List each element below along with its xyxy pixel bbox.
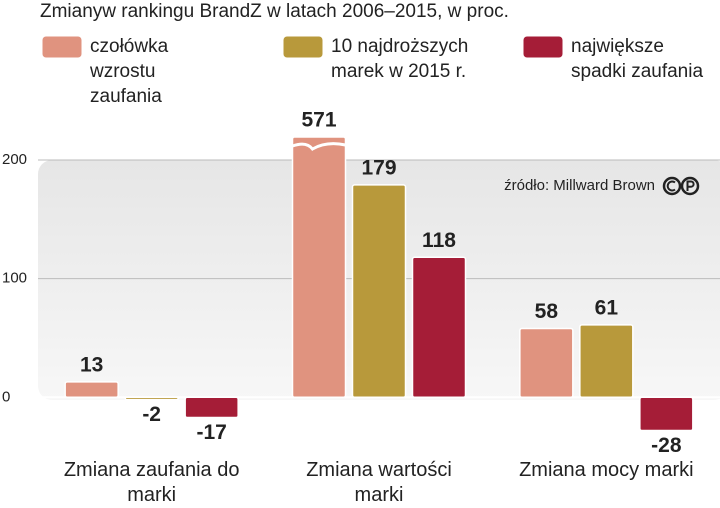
bar [64, 381, 119, 399]
legend-label: czołówka wzrostu zaufania [90, 36, 169, 107]
value-label: -2 [142, 403, 161, 426]
bar [291, 136, 347, 399]
bar [519, 327, 574, 399]
y-tick-label: 0 [2, 388, 10, 405]
chart-title: Zmianyw rankingu BrandZ w latach 2006–20… [40, 1, 509, 22]
source: źródło: Millward Brown [504, 177, 655, 194]
axis-break [291, 142, 346, 151]
value-label: -28 [651, 434, 682, 457]
y-tick-label: 100 [2, 270, 27, 287]
legend-swatch [282, 35, 324, 59]
value-label: -17 [196, 421, 226, 444]
bar [184, 396, 239, 419]
legend-label: 10 najdroższych marek w 2015 r. [331, 36, 469, 82]
legend-swatch [522, 35, 564, 59]
legend-label: największe spadki zaufania [571, 36, 704, 82]
value-label: 118 [422, 229, 456, 252]
x-tick-label: Zmiana mocy marki [519, 459, 694, 481]
value-label: 179 [361, 156, 396, 179]
bar [351, 184, 407, 399]
value-label: 61 [595, 296, 619, 319]
value-label: 13 [80, 353, 103, 376]
bar [411, 256, 467, 399]
cc-icon [662, 176, 700, 196]
y-tick-label: 200 [2, 151, 27, 168]
value-label: 571 [301, 109, 336, 132]
legend-swatch [41, 35, 83, 59]
bar [579, 324, 634, 399]
bar [124, 396, 179, 401]
x-tick-label: Zmiana zaufania do marki [63, 459, 240, 506]
x-tick-label: Zmiana wartości marki [306, 459, 452, 506]
bar [639, 396, 694, 432]
value-label: 58 [535, 300, 559, 323]
